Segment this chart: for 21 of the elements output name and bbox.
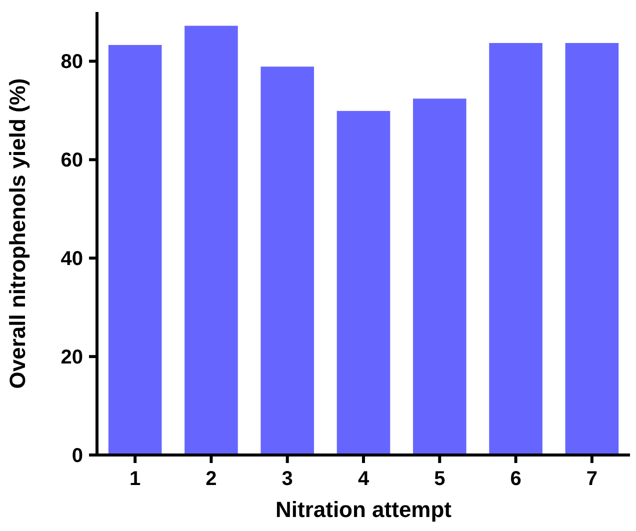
x-tick-label: 7 [586,468,598,490]
x-tick-label: 2 [206,468,217,490]
y-tick-label: 20 [60,346,83,369]
bar [260,66,314,455]
x-tick-label: 6 [510,468,522,490]
x-tick-label: 5 [434,468,446,490]
y-tick-label: 40 [60,248,83,270]
x-tick-label: 4 [358,468,370,490]
y-axis-title: Overall nitrophenols yield (%) [5,78,30,389]
bar [336,110,390,455]
x-tick-label: 3 [282,468,293,490]
bar [565,43,619,455]
bar [412,98,466,455]
bar [489,43,542,455]
y-tick-label: 60 [60,150,83,172]
y-tick-label: 80 [60,51,83,74]
bar [108,44,162,455]
y-tick-label: 0 [72,445,83,467]
bar [184,26,238,455]
x-tick-label: 1 [130,468,141,490]
x-axis-title: Nitration attempt [276,497,452,522]
